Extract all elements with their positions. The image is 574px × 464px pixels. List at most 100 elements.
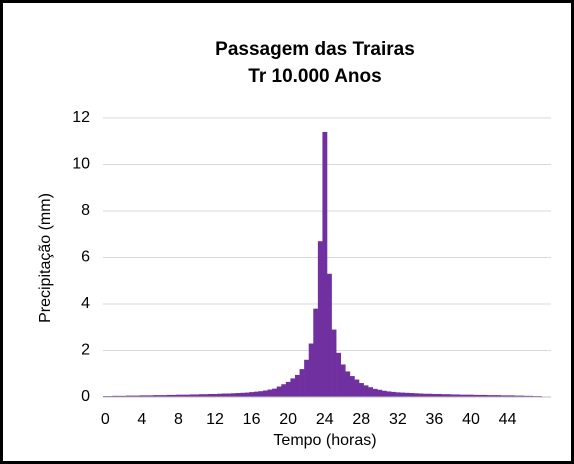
bar bbox=[464, 394, 470, 397]
bar bbox=[272, 388, 278, 397]
y-tick-label: 0 bbox=[81, 388, 90, 405]
bar bbox=[468, 394, 474, 397]
bar bbox=[359, 383, 364, 397]
bar bbox=[377, 389, 383, 397]
bar bbox=[327, 273, 332, 397]
x-tick-label: 0 bbox=[101, 411, 110, 428]
bar bbox=[400, 392, 406, 397]
bar bbox=[340, 364, 346, 397]
x-tick-label: 12 bbox=[206, 411, 224, 428]
chart-title: Passagem das Trairas bbox=[215, 39, 415, 60]
y-tick-label: 12 bbox=[72, 109, 90, 126]
x-tick-label: 24 bbox=[316, 411, 334, 428]
bar bbox=[445, 394, 451, 397]
bar bbox=[253, 391, 259, 397]
bar bbox=[482, 394, 488, 397]
x-tick-label: 32 bbox=[389, 411, 407, 428]
bar bbox=[157, 395, 163, 397]
bar bbox=[436, 393, 442, 397]
bar bbox=[153, 395, 159, 397]
bar bbox=[199, 394, 204, 397]
bar bbox=[116, 395, 122, 397]
bar bbox=[313, 308, 319, 397]
bar bbox=[354, 379, 360, 397]
bar bbox=[281, 384, 287, 397]
bar bbox=[244, 392, 250, 397]
x-tick-label: 28 bbox=[352, 411, 370, 428]
bar bbox=[432, 393, 438, 397]
bar bbox=[423, 393, 428, 397]
bar bbox=[496, 395, 502, 397]
bar bbox=[413, 393, 419, 397]
bar bbox=[217, 393, 223, 397]
bar bbox=[523, 395, 529, 397]
x-tick-label: 36 bbox=[426, 411, 444, 428]
bar bbox=[299, 369, 305, 397]
bar bbox=[267, 389, 273, 397]
bar bbox=[519, 395, 524, 397]
bar bbox=[450, 394, 456, 397]
bar bbox=[349, 376, 355, 397]
bar bbox=[477, 394, 483, 397]
y-tick-label: 4 bbox=[81, 295, 90, 312]
y-tick-label: 10 bbox=[72, 156, 90, 173]
chart-subtitle: Tr 10.000 Anos bbox=[248, 66, 381, 87]
bar bbox=[121, 395, 127, 397]
bar bbox=[249, 392, 255, 397]
bar bbox=[395, 392, 401, 397]
bar bbox=[167, 394, 172, 397]
bar bbox=[135, 395, 140, 397]
bar bbox=[473, 394, 479, 397]
bar bbox=[509, 395, 515, 397]
bar bbox=[381, 390, 387, 397]
bar bbox=[258, 391, 264, 397]
bar bbox=[427, 393, 433, 397]
bar bbox=[290, 378, 296, 397]
bar bbox=[162, 395, 168, 397]
x-tick-label: 4 bbox=[137, 411, 146, 428]
bar bbox=[386, 391, 392, 397]
bar bbox=[336, 352, 342, 397]
bar bbox=[208, 393, 214, 397]
x-axis-label: Tempo (horas) bbox=[273, 432, 376, 449]
bar bbox=[528, 395, 534, 397]
bar bbox=[226, 393, 232, 397]
bar bbox=[240, 392, 246, 397]
x-tick-label: 16 bbox=[243, 411, 261, 428]
bar bbox=[263, 390, 268, 397]
x-tick-label: 44 bbox=[499, 411, 517, 428]
bar bbox=[212, 393, 218, 397]
bar bbox=[345, 371, 351, 397]
bar bbox=[491, 395, 497, 397]
bar bbox=[235, 393, 241, 397]
bar bbox=[139, 395, 145, 397]
bar bbox=[125, 395, 131, 397]
bar bbox=[295, 374, 300, 397]
bar bbox=[185, 394, 191, 397]
bar bbox=[176, 394, 182, 397]
bar bbox=[189, 394, 195, 397]
bar bbox=[231, 393, 236, 397]
bar bbox=[221, 393, 227, 397]
bar bbox=[331, 329, 337, 397]
bar bbox=[487, 395, 492, 397]
bar bbox=[112, 395, 118, 397]
bar bbox=[441, 394, 447, 397]
bar bbox=[171, 394, 177, 397]
x-tick-label: 40 bbox=[462, 411, 480, 428]
y-axis-label: Precipitação (mm) bbox=[37, 193, 54, 323]
bar bbox=[203, 394, 209, 397]
bar bbox=[505, 395, 511, 397]
bar bbox=[455, 394, 460, 397]
bar bbox=[304, 359, 310, 397]
bar bbox=[391, 391, 396, 397]
bar bbox=[404, 392, 410, 397]
bar bbox=[372, 388, 378, 397]
bar bbox=[418, 393, 424, 397]
bar bbox=[368, 387, 374, 397]
bar bbox=[194, 394, 200, 397]
bar bbox=[317, 241, 323, 397]
y-tick-label: 6 bbox=[81, 249, 90, 266]
bar bbox=[322, 131, 328, 397]
